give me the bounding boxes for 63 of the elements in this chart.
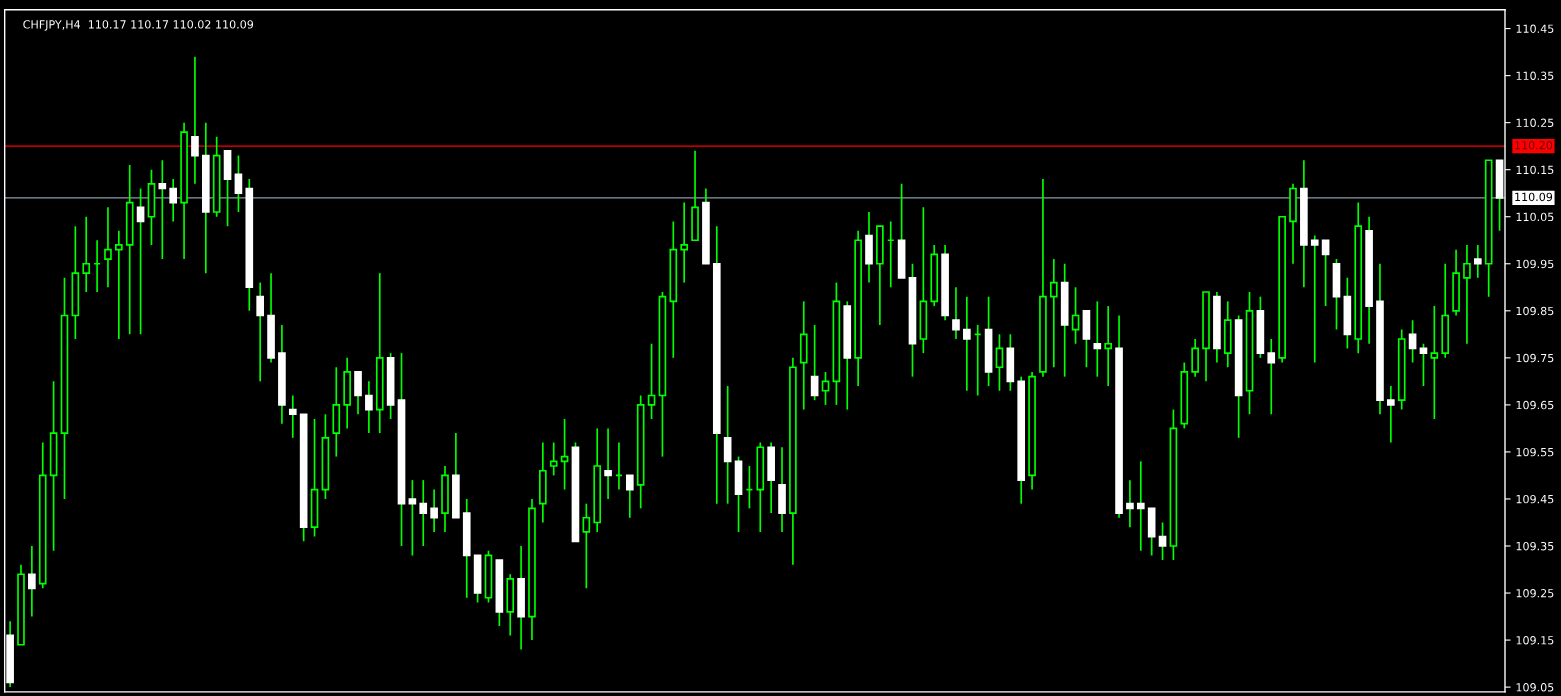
candlestick xyxy=(810,324,819,402)
candlestick xyxy=(1126,479,1134,529)
y-tick-label: 109.45 xyxy=(1516,494,1554,504)
candlestick xyxy=(1104,305,1113,387)
candlestick xyxy=(963,295,971,392)
y-tick-label: 110.35 xyxy=(1516,71,1554,80)
candlestick xyxy=(234,154,243,213)
ref-line-label: 110.20 xyxy=(1515,140,1553,150)
candlestick xyxy=(1136,460,1145,552)
candlestick xyxy=(1408,319,1417,364)
candlestick xyxy=(136,187,145,336)
y-tick-label: 109.55 xyxy=(1516,447,1554,457)
candlestick xyxy=(1093,300,1102,378)
candlestick xyxy=(604,427,612,500)
candlestick xyxy=(821,371,830,406)
candlestick xyxy=(191,55,199,185)
candlestick xyxy=(158,159,167,260)
y-tick-label: 110.45 xyxy=(1516,24,1554,33)
candlestick xyxy=(1321,239,1330,307)
candlestick xyxy=(169,178,178,223)
candlestick xyxy=(1463,244,1471,345)
candlestick xyxy=(104,206,112,289)
candlestick xyxy=(560,418,569,491)
y-tick-label: 109.25 xyxy=(1516,589,1554,598)
candlestick xyxy=(680,201,688,284)
candlestick xyxy=(549,441,558,477)
candlestick xyxy=(952,286,960,340)
candlestick xyxy=(288,394,297,439)
candlestick xyxy=(1158,521,1167,561)
candlestick xyxy=(1049,258,1058,369)
candlestick xyxy=(1430,305,1439,420)
candlestick xyxy=(625,474,634,519)
candlestick xyxy=(430,488,438,533)
y-tick-label: 109.85 xyxy=(1516,306,1554,316)
candlestick xyxy=(995,333,1004,392)
candlestick xyxy=(28,545,36,618)
y-tick-label: 109.75 xyxy=(1516,353,1554,363)
y-tick-label: 110.05 xyxy=(1516,212,1554,222)
candlestick xyxy=(1473,244,1482,279)
y-tick-label: 109.95 xyxy=(1516,259,1554,269)
y-tick-label: 110.15 xyxy=(1516,165,1554,175)
candlestick xyxy=(1191,338,1199,378)
y-tick-label: 109.65 xyxy=(1516,400,1554,410)
candlestick xyxy=(582,502,591,590)
candlestick xyxy=(1387,385,1395,444)
candlestick xyxy=(419,479,428,547)
candlestick xyxy=(115,229,123,340)
candlestick xyxy=(82,215,91,293)
y-tick-label: 110.25 xyxy=(1516,118,1554,128)
candlestick xyxy=(723,385,732,505)
y-tick-label: 109.35 xyxy=(1516,541,1554,551)
y-tick-label: 109.05 xyxy=(1516,683,1554,692)
ref-line-label: 110.09 xyxy=(1515,192,1553,202)
candlestick xyxy=(256,281,264,383)
candlestick xyxy=(1310,234,1319,364)
y-tick-label: 109.15 xyxy=(1516,636,1554,645)
candlestick xyxy=(1267,338,1276,416)
candlestick xyxy=(365,380,373,434)
candlestick xyxy=(1419,342,1428,387)
candlestick xyxy=(408,479,417,557)
candlestick xyxy=(647,342,656,420)
text: CHFJPY,H4 110.17 110.17 110.02 110.09 xyxy=(23,20,254,31)
candlestick xyxy=(354,371,362,416)
